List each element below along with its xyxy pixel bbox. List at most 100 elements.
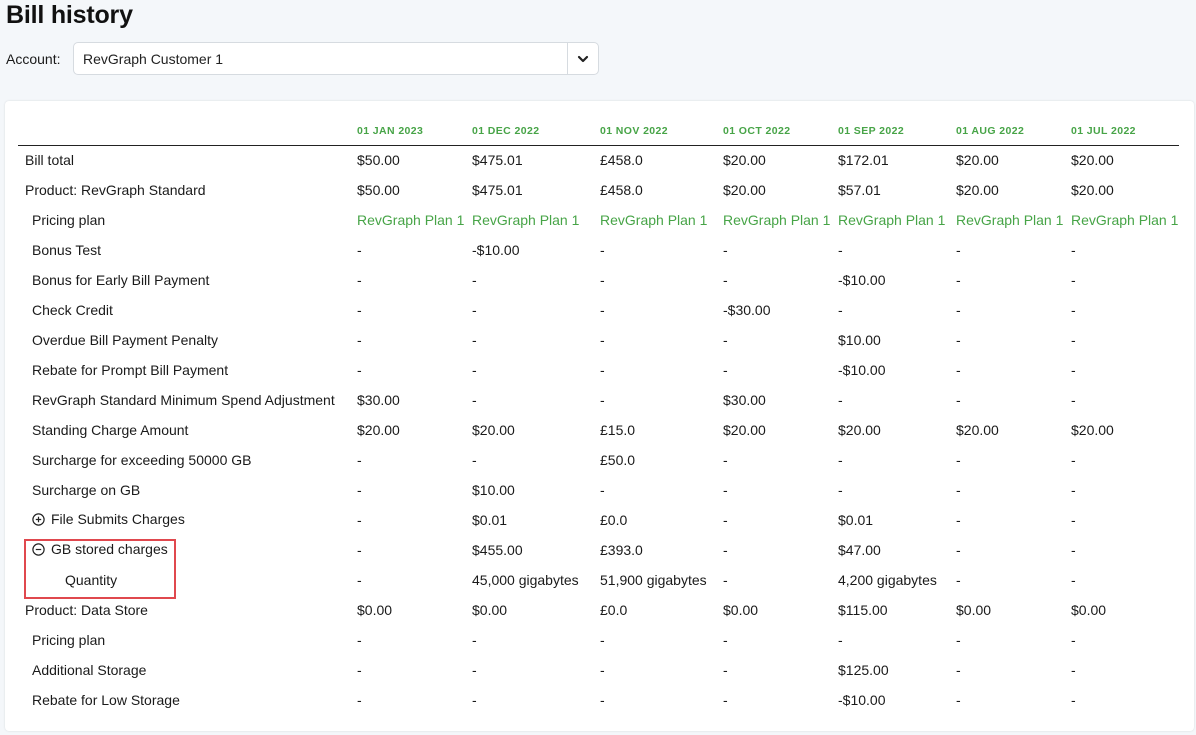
table-cell: - [600,242,605,258]
table-cell: $50.00 [357,182,400,198]
pricing-plan-link[interactable]: RevGraph Plan 1 [357,212,465,228]
table-cell: - [1071,392,1076,408]
table-cell: - [1071,692,1076,708]
table-cell: $172.01 [838,152,889,169]
table-cell: - [1071,542,1076,558]
table-cell: - [357,452,362,468]
column-header-date: 01 OCT 2022 [723,115,838,146]
table-row: Bill total $50.00 $475.01 £458.0 $20.00 $172.… [18,145,1179,175]
account-select[interactable]: RevGraph Customer 1 [73,42,599,75]
table-row: Quantity - 45,000 gigabytes 51,900 gigabyte… [18,565,1179,595]
table-cell: - [723,272,728,288]
row-expander-toggle[interactable]: GB stored charges [32,541,168,557]
table-row: Additional Storage - - - - $125.00 - - [18,655,1179,685]
table-row: Surcharge for exceeding 50000 GB - - £50.0 -… [18,445,1179,475]
collapsible-row-label[interactable]: GB stored charges [18,535,357,565]
table-cell: - [956,332,961,348]
table-cell: - [600,692,605,708]
table-cell: $125.00 [838,662,889,678]
table-cell: - [600,392,605,408]
row-expander-toggle[interactable]: File Submits Charges [32,511,185,527]
table-cell: $455.00 [472,542,523,558]
table-cell: - [357,242,362,258]
table-cell: - [1071,242,1076,258]
column-header-date: 01 DEC 2022 [472,115,600,146]
table-row: Standing Charge Amount $20.00 $20.00 £15.0 $… [18,415,1179,445]
account-select-value: RevGraph Customer 1 [83,50,224,67]
table-cell: - [357,302,362,318]
table-cell: - [1071,362,1076,378]
row-label: Bonus for Early Bill Payment [32,272,210,288]
row-label: Bill total [25,152,75,169]
table-cell: - [723,662,728,678]
table-cell: 51,900 gigabytes [600,572,707,588]
row-label: RevGraph Standard Minimum Spend Adjustme… [32,392,335,408]
table-cell: - [723,482,728,498]
table-cell: - [956,392,961,408]
table-cell: - [723,632,728,648]
table-cell: -$10.00 [838,362,886,378]
table-cell: $50.00 [357,152,400,169]
table-cell: - [956,542,961,558]
table-cell: - [956,272,961,288]
row-label-text: GB stored charges [51,541,168,558]
table-cell: - [357,632,362,648]
table-cell: - [472,302,477,318]
pricing-plan-link[interactable]: RevGraph Plan 1 [472,212,580,228]
minus-circle-icon[interactable] [32,543,45,556]
pricing-plan-link[interactable]: RevGraph Plan 1 [838,212,946,228]
pricing-plan-link[interactable]: RevGraph Plan 1 [956,212,1064,228]
table-row: Rebate for Low Storage - - - - -$10.00 - - [18,685,1179,715]
table-cell: - [472,632,477,648]
table-cell: - [600,332,605,348]
table-cell: $0.00 [357,602,393,618]
table-cell: $57.01 [838,182,881,198]
table-cell: - [357,572,362,588]
row-label: Rebate for Low Storage [32,692,180,708]
pricing-plan-link[interactable]: RevGraph Plan 1 [1071,212,1179,228]
row-label: Rebate for Prompt Bill Payment [32,362,229,378]
table-cell: $115.00 [838,602,888,618]
table-cell: $47.00 [838,542,881,558]
table-cell: - [357,272,362,288]
table-cell: - [472,452,477,468]
table-row: Rebate for Prompt Bill Payment - - - - -$10.0… [18,355,1179,385]
table-cell: $20.00 [956,182,999,198]
table-cell: - [472,332,477,348]
table-cell: $0.01 [472,512,508,528]
pricing-plan-link[interactable]: RevGraph Plan 1 [723,212,831,228]
table-cell: $10.00 [472,482,515,498]
table-cell: $20.00 [1071,422,1114,438]
table-cell: $0.01 [838,512,874,528]
row-label: Pricing plan [32,212,106,228]
table-cell: - [1071,452,1076,468]
table-cell: - [357,662,362,678]
table-cell: $30.00 [357,392,400,408]
table-cell: - [600,482,605,498]
expandable-row-label[interactable]: File Submits Charges [18,505,357,535]
plus-circle-icon[interactable] [32,513,45,526]
table-cell: - [1071,482,1076,498]
column-header-date: 01 AUG 2022 [956,115,1071,146]
row-label: Additional Storage [32,662,147,678]
table-cell: - [723,332,728,348]
table-cell: £15.0 [600,422,636,438]
table-cell: - [357,362,362,378]
table-cell: -$10.00 [838,692,886,708]
table-cell: - [357,692,362,708]
table-row: RevGraph Standard Minimum Spend Adjustme… [18,385,1179,415]
row-label: Standing Charge Amount [32,422,189,438]
bill-history-card: 01 JAN 2023 01 DEC 2022 01 NOV 2022 01 OCT … [5,101,1194,731]
chevron-down-icon[interactable] [567,43,598,74]
table-cell: $20.00 [838,422,881,438]
table-row: Product: Data Store $0.00 $0.00 £0.0 $0.00 $1… [18,595,1179,625]
table-row: Surcharge on GB - $10.00 - - - - - [18,475,1179,505]
table-cell: - [838,242,843,258]
table-cell: - [956,452,961,468]
table-cell: £393.0 [600,542,643,558]
table-cell: - [357,542,362,558]
table-cell: $30.00 [723,392,766,408]
table-cell: $20.00 [1071,152,1114,169]
pricing-plan-link[interactable]: RevGraph Plan 1 [600,212,708,228]
table-cell: - [600,662,605,678]
